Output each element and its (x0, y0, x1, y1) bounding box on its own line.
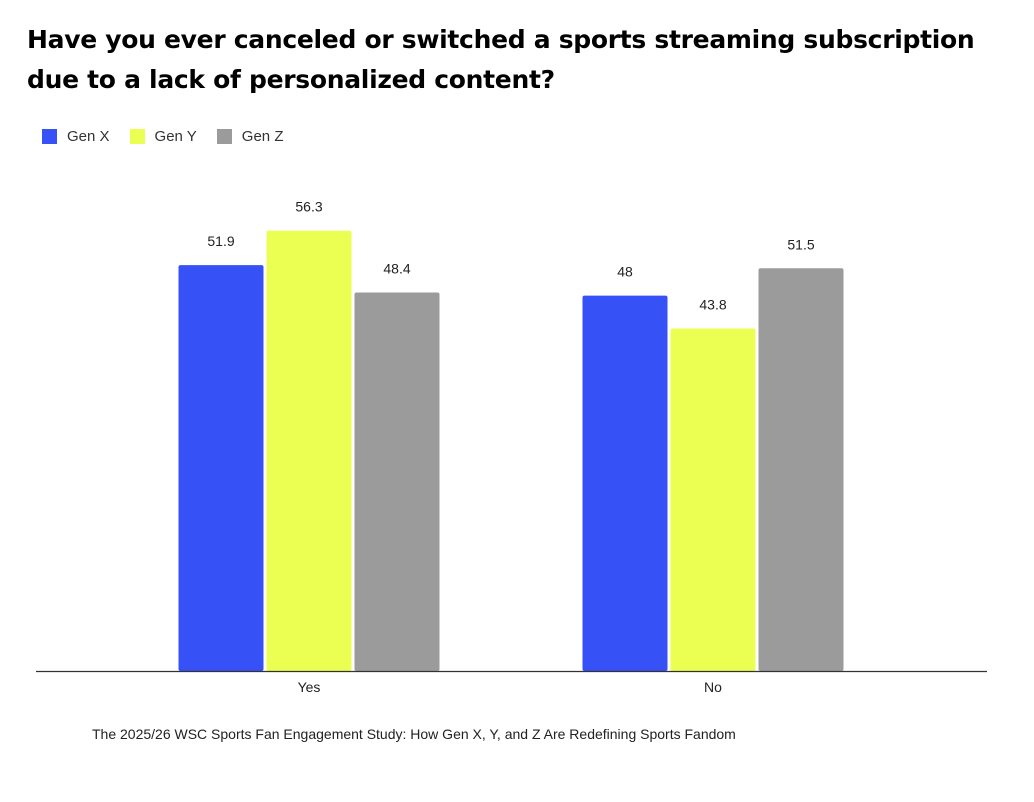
data-label-gen-y-yes: 56.3 (295, 199, 322, 215)
legend-label-gen-x: Gen X (67, 128, 110, 145)
data-label-gen-x-no: 48 (617, 264, 633, 280)
legend-label-gen-z: Gen Z (241, 128, 284, 145)
legend-label-gen-y: Gen Y (154, 128, 197, 145)
legend-swatch-gen-y (129, 129, 145, 144)
data-label-gen-z-yes: 48.4 (383, 261, 410, 277)
legend-swatch-gen-x (42, 129, 57, 144)
data-label-gen-x-yes: 51.9 (207, 233, 234, 249)
legend-swatch-gen-z (216, 129, 232, 144)
source-footnote: The 2025/26 WSC Sports Fan Engagement St… (92, 726, 736, 742)
bar-gen-x-no (582, 295, 668, 671)
legend-item-gen-x: Gen X (42, 128, 110, 145)
bar-gen-x-yes (178, 265, 264, 671)
data-label-gen-z-no: 51.5 (787, 236, 814, 252)
data-label-gen-y-no: 43.8 (699, 296, 726, 312)
legend-item-gen-y: Gen Y (129, 128, 197, 145)
chart-title: Have you ever canceled or switched a spo… (27, 25, 975, 94)
legend-item-gen-z: Gen Z (216, 128, 284, 145)
bar-gen-y-no (670, 328, 756, 671)
x-tick-label-yes: Yes (298, 679, 321, 695)
bar-gen-z-yes (354, 292, 440, 671)
legend: Gen X Gen Y Gen Z (42, 128, 303, 145)
bar-gen-y-yes (266, 230, 352, 671)
x-tick-label-no: No (704, 679, 722, 695)
bar-gen-z-no (758, 268, 844, 671)
